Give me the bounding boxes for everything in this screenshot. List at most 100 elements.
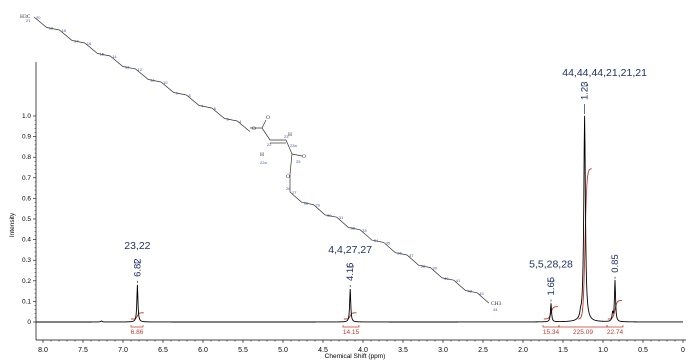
atom-number: 9: [176, 91, 179, 96]
peak-shift-label: 1.65: [546, 277, 557, 296]
x-tick-label: 4.5: [318, 347, 328, 354]
integral-value-label: 14.15: [343, 329, 360, 336]
y-tick-label: 0.1: [22, 298, 31, 305]
atom-number: 44: [493, 307, 498, 312]
atom-number: 37: [409, 253, 414, 258]
peak-assignment-label: 5,5,28,28: [529, 258, 573, 270]
peak-assignment-label: 4,4,27,27: [328, 244, 372, 256]
x-tick-label: 3.5: [398, 347, 408, 354]
integral-bracket: [558, 325, 608, 328]
peak-assignment-bracket: [134, 260, 141, 264]
peak-assignment-bracket: [346, 265, 354, 268]
atom-number: 29: [315, 203, 320, 208]
atom-number: 26: [286, 186, 291, 191]
atom-number: 35: [386, 240, 391, 245]
y-tick-label: 0.8: [22, 154, 31, 161]
y-tick-label: 0.5: [22, 216, 31, 223]
atom-number: 16: [87, 41, 92, 46]
x-tick-label: 0: [681, 347, 685, 354]
atom-number: 36: [397, 251, 402, 256]
integral-bracket: [130, 325, 144, 328]
atom-number: 23: [284, 134, 289, 139]
atom-number: 27: [292, 190, 297, 195]
x-tick-label: 3.0: [438, 347, 448, 354]
atom-number: 4: [239, 119, 242, 124]
integral-bracket: [606, 325, 624, 328]
atom-number: 38: [421, 263, 426, 268]
x-tick-label: 6.5: [158, 347, 168, 354]
atom-number: 5: [227, 117, 230, 122]
peak-assignment-bracket: [547, 279, 555, 282]
atom-number: 32: [351, 226, 356, 231]
y-tick-label: 0: [27, 319, 31, 326]
integral-curve: [543, 306, 558, 320]
x-tick-label: 8.0: [38, 347, 48, 354]
atom-number: 15: [100, 52, 105, 57]
atom-number: 31: [339, 215, 344, 220]
atom-number: 21: [26, 18, 31, 23]
atom-number: 6: [214, 106, 217, 111]
integral-bracket: [542, 325, 560, 328]
spectrum-line: [36, 115, 684, 323]
atom-number: 33: [362, 228, 367, 233]
atom-number: 23a: [290, 143, 297, 148]
atom-number: 42: [468, 289, 473, 294]
atom-number: 40: [444, 276, 449, 281]
integral-value-label: 225.09: [573, 329, 593, 336]
atom-number: 7: [201, 104, 204, 109]
peak-shift-label: 0.85: [610, 254, 621, 273]
atom-label-ch3: CH3: [491, 301, 502, 307]
x-tick-label: 5.0: [278, 347, 288, 354]
atom-number: 17: [74, 39, 79, 44]
y-tick-label: 0.6: [22, 195, 31, 202]
axes: 8.0 7.5 7.0 6.5 6.0 5.5 5.0 4.5 4.0 3.5 3.0 2.5 2.0 1…: [22, 62, 686, 354]
x-tick-label: 0.5: [638, 347, 648, 354]
spectrum-layer: [36, 115, 684, 323]
atom-number: 14: [112, 54, 117, 59]
peak-assignment-label: 44,44,44,21,21,21: [562, 67, 647, 79]
x-tick-label: 7.0: [118, 347, 128, 354]
atom-label-hydrogen: H: [260, 152, 264, 158]
atom-label-ch3: H3C: [20, 14, 31, 20]
x-tick-label: 7.5: [78, 347, 88, 354]
peak-shift-label: 1.23: [580, 82, 591, 101]
carbonyl-bond: [261, 119, 267, 129]
peak-assignment-label: 23,22: [124, 240, 150, 252]
x-tick-label: 5.5: [238, 347, 248, 354]
y-tick-label: 0.4: [22, 237, 31, 244]
y-tick-label: 0.2: [22, 278, 31, 285]
y-tick-label: 0.7: [22, 175, 31, 182]
y-tick-label: 1.0: [22, 113, 31, 120]
x-tick-label: 4.0: [358, 347, 368, 354]
peak-assignment-bracket: [581, 84, 588, 87]
atom-number: 8: [188, 93, 191, 98]
atom-number: 12: [138, 67, 143, 72]
atom-number: 20: [36, 15, 41, 20]
carbonyl-bond: [291, 153, 303, 157]
atom-number: 39: [432, 266, 437, 271]
x-tick-label: 2.0: [518, 347, 528, 354]
atom-number: 34: [374, 238, 379, 243]
atom-number: 10: [163, 80, 168, 85]
atom-label-oxygen: O: [302, 154, 306, 160]
alkyl-chain-lower: [289, 191, 490, 304]
atom-number: 11: [150, 78, 155, 83]
atom-number: 22a: [260, 160, 267, 165]
atom-number: 28: [304, 200, 309, 205]
atom-number: 30: [327, 213, 332, 218]
integral-curves: 6.86 14.15 15.34 225.09 22.74: [130, 168, 624, 336]
y-tick-label: 0.9: [22, 134, 31, 141]
atom-number: 43: [479, 291, 484, 296]
atom-label-oxygen: O: [266, 115, 270, 121]
atom-number: 19: [49, 26, 54, 31]
atom-label-oxygen: O: [252, 126, 256, 132]
integral-bracket: [342, 325, 360, 328]
x-tick-label: 1.5: [558, 347, 568, 354]
x-tick-label: 2.5: [478, 347, 488, 354]
integral-curve: [131, 312, 144, 320]
peak-shift-label: 6.82: [132, 258, 143, 277]
integral-value-label: 22.74: [607, 329, 624, 336]
atom-number: 18: [61, 28, 66, 33]
